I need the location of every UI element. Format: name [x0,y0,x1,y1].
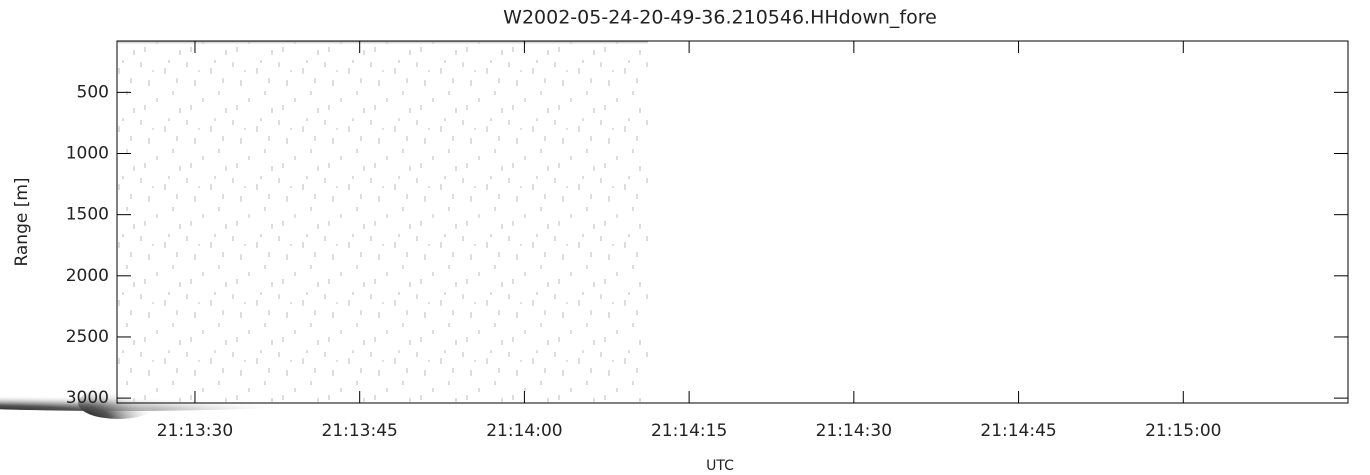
y-tick-label: 2000 [66,266,109,286]
y-tick-label: 1500 [66,205,109,225]
x-tick-label: 21:15:00 [1145,421,1221,441]
x-tick-label: 21:14:00 [486,421,562,441]
x-tick-label: 21:14:30 [816,421,892,441]
speckle [118,42,648,402]
y-tick-label: 3000 [66,388,109,408]
y-tick-label: 1000 [66,144,109,164]
chart-title: W2002-05-24-20-49-36.210546.HHdown_fore [503,7,937,29]
x-tick-label: 21:13:45 [322,421,398,441]
x-tick-label: 21:14:45 [980,421,1056,441]
top-band [118,41,648,45]
x-tick-label: 21:14:15 [651,421,727,441]
x-tick-label: 21:13:30 [157,421,233,441]
y-tick-label: 2500 [66,327,109,347]
x-axis-label: UTC [706,458,734,474]
plot-frame [116,40,1349,404]
y-axis-label: Range [m] [12,177,32,266]
y-tick-label: 500 [77,82,109,102]
